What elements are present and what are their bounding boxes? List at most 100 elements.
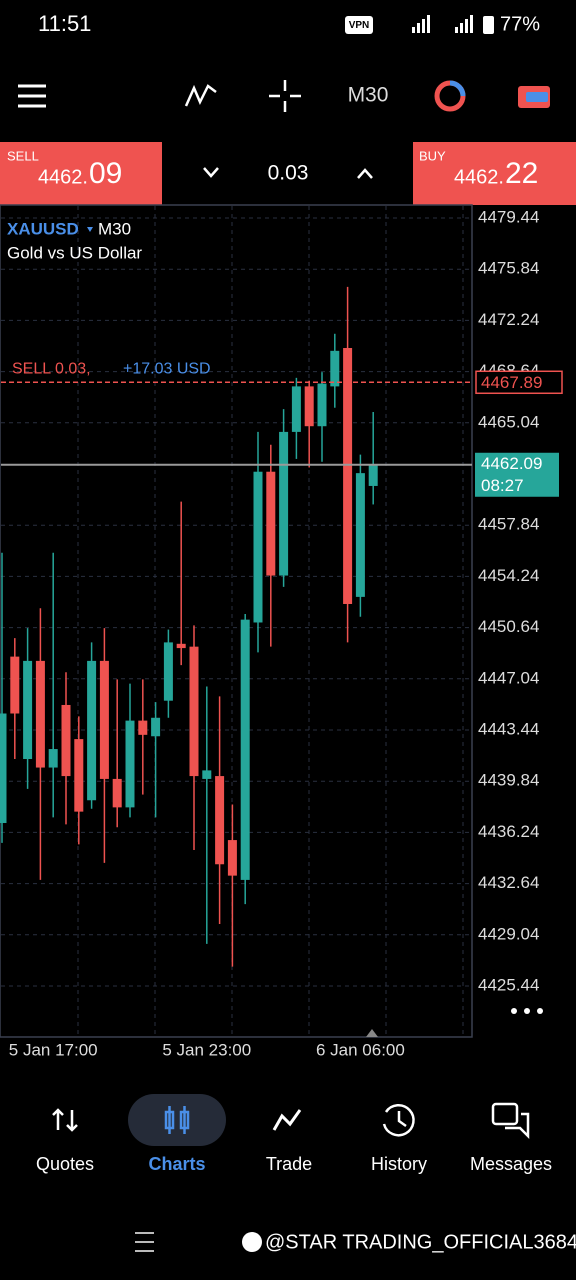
lot-size[interactable]: 0.03 [268,162,309,185]
history-icon [382,1104,415,1137]
nav-labels: Quotes Charts Trade History Messages [36,1154,552,1174]
watermark: @STAR TRADING_OFFICIAL3684 [265,1231,576,1253]
facebook-icon [242,1232,262,1252]
candle-body [112,778,122,808]
candle-body [99,660,109,779]
battery-level: 77% [500,13,540,35]
more-button[interactable] [511,1008,543,1014]
bid-countdown: 08:27 [481,476,524,495]
candle-body [10,656,20,714]
buy-label: BUY [419,148,446,163]
y-tick-label: 4429.04 [478,924,539,943]
y-tick-label: 4450.64 [478,617,539,636]
trade-button[interactable] [518,86,550,108]
indicators-button[interactable] [184,84,217,107]
timeframe-button[interactable]: M30 [348,84,389,107]
chart-timeframe: M30 [98,219,131,238]
trade-icon [272,1109,302,1131]
x-tick-label: 6 Jan 06:00 [316,1040,405,1059]
candle-body [189,646,199,777]
candle-body [202,770,212,779]
candle-body [227,840,237,876]
y-tick-label: 4432.64 [478,873,539,892]
candle-body [176,643,186,649]
crosshair-button[interactable] [269,80,301,112]
candle-body [368,464,378,486]
candle-body [279,431,289,576]
charts-icon [164,1106,190,1134]
y-tick-label: 4443.44 [478,719,539,738]
x-tick-label: 5 Jan 23:00 [162,1040,251,1059]
candle-body [125,720,135,808]
menu-button[interactable] [18,84,46,108]
order-profit: +17.03 USD [123,360,211,377]
candle-body [317,383,327,427]
y-tick-label: 4457.84 [478,515,539,534]
candle-body [48,749,58,768]
nav-active-pill [128,1094,226,1146]
candle-body [23,660,33,760]
sell-button[interactable] [0,142,162,205]
symbol-description: Gold vs US Dollar [7,243,142,262]
candle-body [330,350,340,387]
y-tick-label: 4447.04 [478,668,539,687]
status-time: 11:51 [38,11,91,36]
y-tick-label: 4465.04 [478,412,539,431]
grid: 4479.444475.844472.244468.644465.044457.… [1,206,539,1059]
buy-price-main: 4462. [454,166,504,188]
vpn-label: VPN [349,20,370,31]
lot-decrease[interactable] [203,167,219,178]
candle-body [215,776,225,865]
candle-body [163,642,173,701]
bid-price-label: 4462.09 [481,454,542,473]
candle-body [35,660,45,768]
buy-price-big: 22 [505,157,538,190]
nav-item[interactable]: Messages [470,1154,552,1174]
sell-price-big: 09 [89,157,122,190]
signal-icons [412,15,494,34]
y-tick-label: 4475.84 [478,259,539,278]
sell-label: SELL [7,148,39,163]
nav-item[interactable]: Charts [148,1154,205,1174]
candle-body [151,717,161,737]
candle-body [240,619,250,880]
candle-body [304,386,314,427]
y-tick-label: 4472.24 [478,310,539,329]
candle-body [253,471,263,623]
nav-item[interactable]: Trade [266,1154,312,1174]
candle-body [266,471,276,576]
sell-price-main: 4462. [38,166,88,188]
candle-body [355,473,365,597]
candle-body [138,720,148,735]
y-tick-label: 4479.44 [478,207,539,226]
chart-frame [0,204,473,1038]
lot-increase[interactable] [357,168,373,179]
objects-button[interactable] [434,80,466,112]
symbol-dropdown[interactable] [87,227,93,232]
candle-body [291,386,301,432]
quotes-icon [52,1108,78,1132]
y-tick-label: 4454.24 [478,566,539,585]
messages-icon [491,1102,530,1140]
candle-body [87,660,97,801]
x-tick-label: 5 Jan 17:00 [9,1040,98,1059]
nav-item[interactable]: Quotes [36,1154,94,1174]
order-price-box [475,370,563,395]
vpn-badge [345,16,373,34]
buy-button[interactable] [413,142,576,205]
symbol[interactable]: XAUUSD [7,219,79,238]
scroll-marker [366,1029,378,1037]
y-tick-label: 4425.44 [478,975,539,994]
order-label: SELL 0.03, [12,360,91,377]
order-price-label: 4467.89 [481,373,542,392]
y-tick-label: 4436.24 [478,822,539,841]
system-menu[interactable] [135,1232,154,1252]
bid-price-box [475,452,559,497]
nav-item[interactable]: History [371,1154,427,1174]
overlay: SELL 0.03, +17.03 USD 4467.89 4462.09 08:27 [1,360,563,497]
candle-body [343,347,353,604]
candle-body [0,713,7,824]
candle-body [61,704,71,777]
